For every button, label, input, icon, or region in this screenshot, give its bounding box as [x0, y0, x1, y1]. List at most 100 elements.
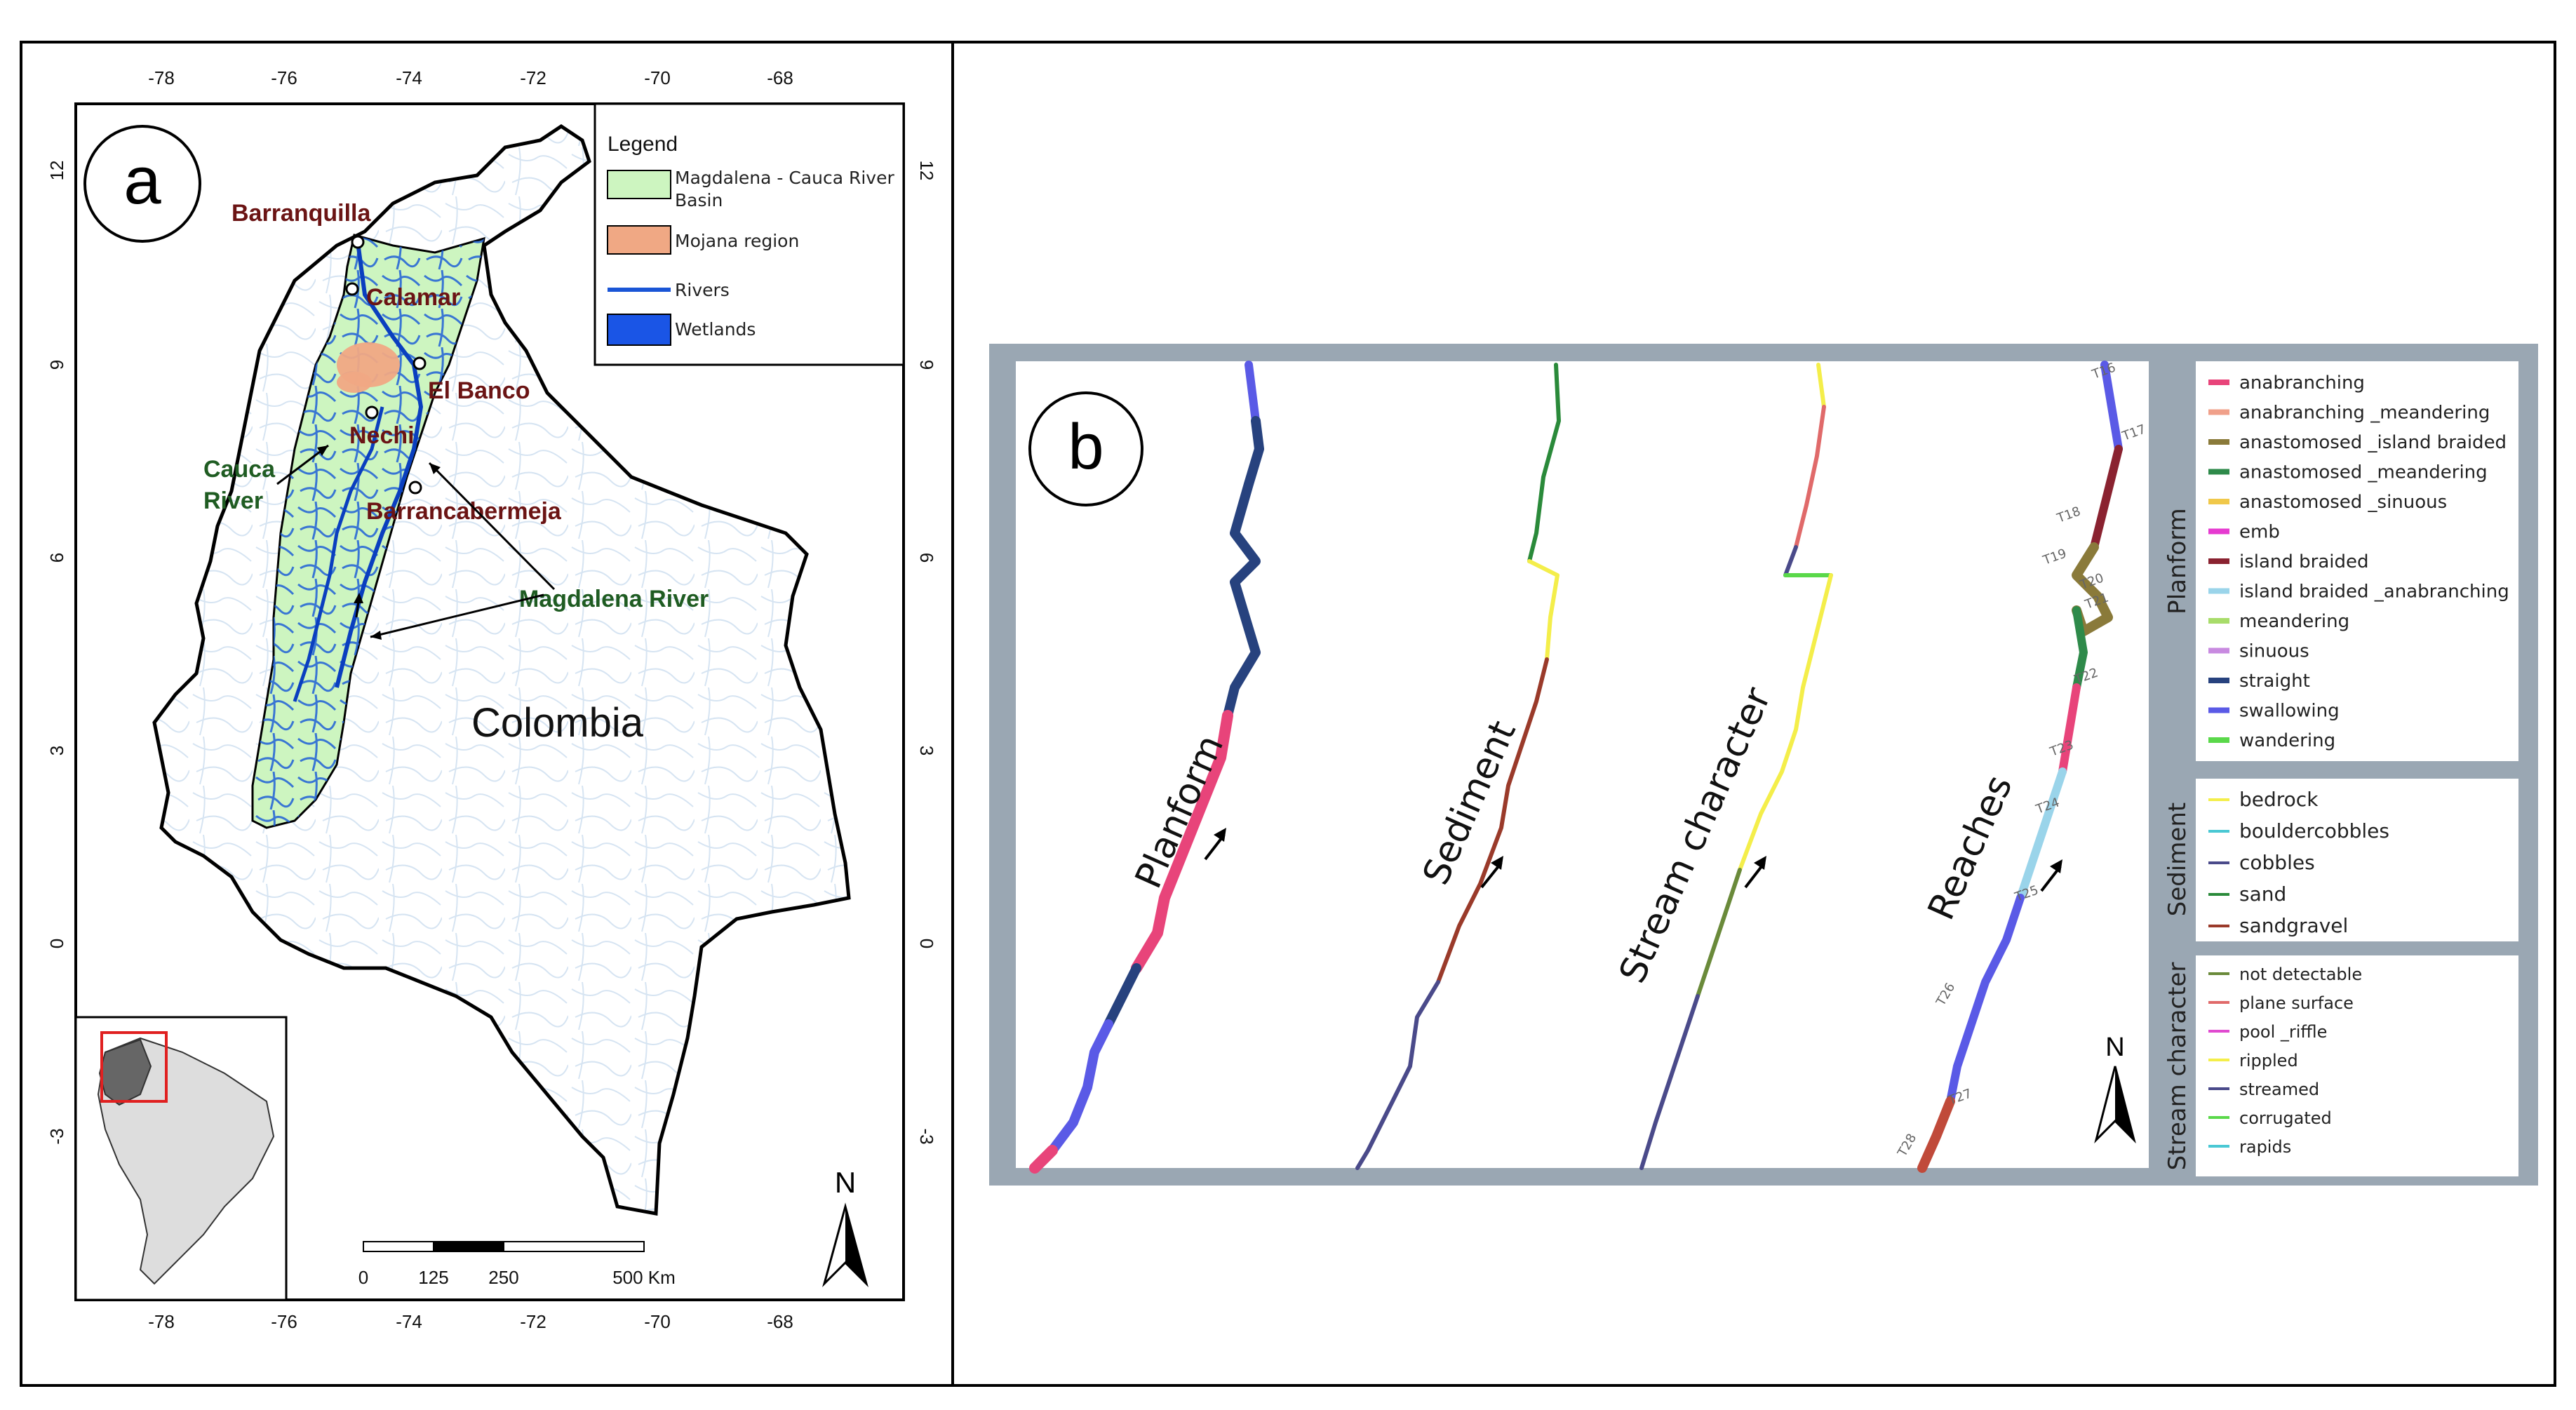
- legend-item-label: meandering: [2239, 611, 2349, 632]
- city-label-barrancabermeja: Barrancabermeja: [366, 498, 562, 525]
- legend-label-mojana: Mojana region: [675, 231, 799, 251]
- scale-label-250: 250: [488, 1267, 518, 1288]
- legend-item-label: streamed: [2239, 1080, 2319, 1099]
- panel-b-letter-circle: [1028, 391, 1143, 506]
- legend-item-label: emb: [2239, 522, 2280, 543]
- scale-label-500: 500 Km: [612, 1267, 676, 1288]
- city-markers: [345, 235, 427, 495]
- panel-a-map: Barranquilla Calamar El Banco Nechi Barr…: [46, 67, 937, 1332]
- magdalena-arrow-2-head: [370, 631, 382, 640]
- north-arrow-a-label: N: [835, 1166, 856, 1199]
- lat-tick-right-3: 6: [916, 553, 937, 563]
- basin-river-network: [253, 235, 484, 828]
- legend-item-label: anabranching _meandering: [2239, 403, 2490, 424]
- cauca-arrow-head: [317, 445, 328, 456]
- stream-legend-items: not detectable plane surface pool _riffler…: [2208, 965, 2362, 1157]
- lon-tick-bottom-1: -78: [148, 1311, 175, 1332]
- legend-swatch-wetlands: [607, 314, 671, 346]
- legend-group-title-stream: Stream character: [2164, 962, 2192, 1171]
- country-label: Colombia: [471, 700, 644, 746]
- city-label-el-banco: El Banco: [428, 377, 530, 404]
- reaches-river: [1917, 361, 2123, 1173]
- lon-tick-top-2: -76: [271, 67, 297, 88]
- legend-swatch-basin: [607, 170, 671, 199]
- stream-character-river: [1639, 363, 1833, 1170]
- legend-group-title-sediment: Sediment: [2164, 803, 2192, 916]
- legend-item-label: rapids: [2239, 1137, 2291, 1157]
- panel-a-letter-circle: [83, 125, 201, 243]
- flow-arrow-head: [354, 593, 363, 603]
- lon-tick-bottom-6: -68: [767, 1311, 793, 1332]
- legend-item-label: anastomosed _sinuous: [2239, 492, 2447, 513]
- panel-a-letter: a: [123, 143, 161, 218]
- panel-b-image-area: [1016, 361, 2149, 1168]
- lat-tick-left-4: 3: [46, 746, 67, 756]
- lon-tick-bottom-5: -70: [644, 1311, 671, 1332]
- sediment-flow-arrow-head: [1491, 856, 1503, 870]
- cauca-river-label-line1: Cauca: [203, 456, 276, 483]
- legend-item-label: sand: [2239, 882, 2286, 906]
- legend-label-basin-2: Basin: [675, 190, 723, 210]
- city-label-calamar: Calamar: [366, 284, 460, 311]
- legend-label-wetlands: Wetlands: [675, 319, 756, 340]
- barranquilla-marker: [351, 235, 365, 249]
- lat-tick-left-2: 9: [46, 360, 67, 370]
- scale-label-125: 125: [418, 1267, 448, 1288]
- lat-tick-left-6: -3: [46, 1128, 67, 1144]
- legend-item-label: anastomosed _island braided: [2239, 432, 2507, 453]
- sediment-legend-items: bedrock bouldercobbles cobbles sand sandgrav…: [2208, 788, 2389, 937]
- lon-tick-bottom-3: -74: [396, 1311, 422, 1332]
- lat-tick-right-5: 0: [916, 939, 937, 948]
- legend-item-label: rippled: [2239, 1051, 2298, 1070]
- planform-flow-arrow-head: [1214, 828, 1226, 842]
- legend-item-label: sandgravel: [2239, 914, 2348, 937]
- lat-tick-left-3: 6: [46, 553, 67, 563]
- magdalena-arrow-1: [428, 462, 556, 591]
- nechi-marker: [365, 405, 379, 419]
- legend-item-label: bouldercobbles: [2239, 819, 2389, 842]
- legend-label-rivers: Rivers: [675, 280, 730, 300]
- lon-tick-bottom-2: -76: [271, 1311, 297, 1332]
- planform-river: [1029, 361, 1264, 1174]
- mojana-region-2: [337, 372, 372, 393]
- figure-frame: [20, 41, 2556, 1387]
- legend-item-label: cobbles: [2239, 851, 2315, 874]
- sediment-river: [1355, 363, 1561, 1170]
- inset-highlight: [100, 1031, 168, 1103]
- lat-tick-right-2: 9: [916, 360, 937, 370]
- legend-item-label: bedrock: [2239, 788, 2319, 811]
- north-arrow-a-fill: [845, 1207, 866, 1284]
- legend-item-label: island braided: [2239, 551, 2369, 572]
- scale-label-0: 0: [358, 1267, 368, 1288]
- lon-tick-top-1: -78: [148, 67, 175, 88]
- legend-sediment-box: [2196, 779, 2518, 941]
- planform-legend-items: anabranching anabranching _meanderinganas…: [2208, 372, 2509, 751]
- city-label-nechi: Nechi: [349, 422, 415, 449]
- lat-ticks-right: 12 9 6 3 0 -3: [916, 161, 937, 1145]
- legend-group-title-planform: Planform: [2164, 508, 2192, 615]
- map-legend-title: Legend: [608, 133, 678, 156]
- legend-item-label: swallowing: [2239, 701, 2340, 722]
- legend-item-label: wandering: [2239, 730, 2335, 751]
- legend-item-label: anastomosed _meandering: [2239, 462, 2488, 483]
- legend-item-label: pool _riffle: [2239, 1022, 2327, 1042]
- lon-ticks-top: -78 -76 -74 -72 -70 -68: [148, 67, 793, 88]
- lat-tick-left-5: 0: [46, 939, 67, 948]
- legend-stream-box: [2196, 955, 2518, 1176]
- lon-tick-top-3: -74: [396, 67, 422, 88]
- north-arrow-b-label: N: [2105, 1033, 2124, 1062]
- legend-item-label: plane surface: [2239, 993, 2354, 1013]
- lat-tick-right-4: 3: [916, 746, 937, 756]
- lat-tick-right-1: 12: [916, 161, 937, 181]
- lon-tick-top-6: -68: [767, 67, 793, 88]
- legend-item-label: corrugated: [2239, 1108, 2332, 1128]
- city-label-barranquilla: Barranquilla: [232, 200, 371, 227]
- lat-ticks-left: 12 9 6 3 0 -3: [46, 161, 67, 1145]
- calamar-marker: [345, 282, 359, 296]
- lat-tick-left-1: 12: [46, 161, 67, 181]
- cauca-river-label-line2: River: [203, 488, 263, 514]
- lon-tick-top-5: -70: [644, 67, 671, 88]
- cauca-river-line: [293, 406, 384, 702]
- magdalena-river-label: Magdalena River: [519, 586, 709, 612]
